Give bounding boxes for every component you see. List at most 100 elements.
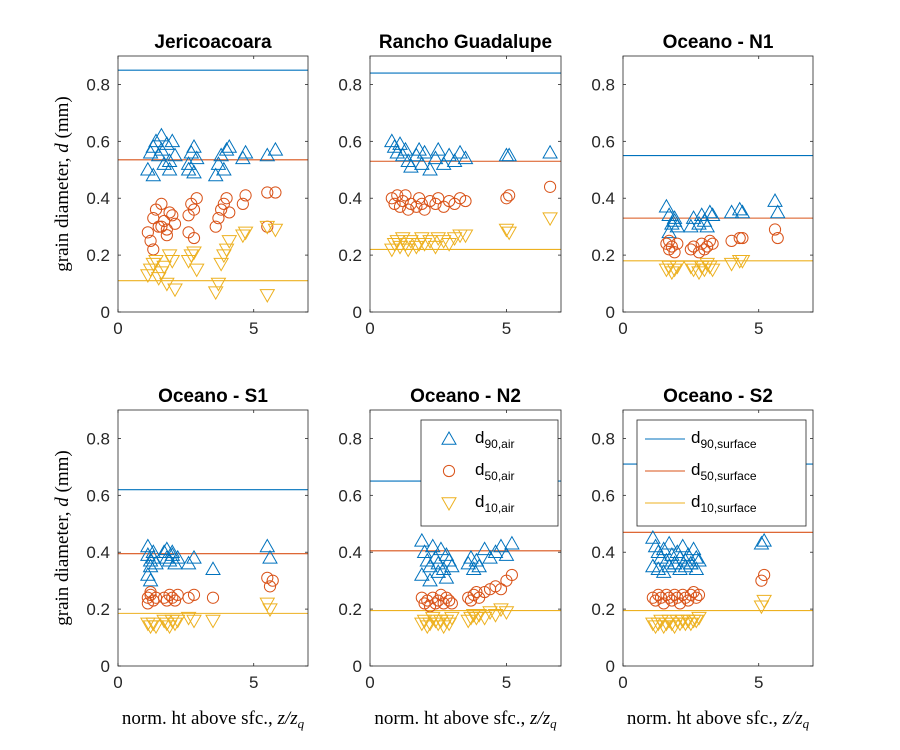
point-d50 — [187, 588, 201, 601]
point-d10 — [704, 263, 721, 278]
point-d10 — [156, 260, 173, 275]
point-d90 — [435, 156, 452, 170]
point-d10 — [400, 243, 417, 258]
point-d10 — [498, 223, 515, 238]
point-d50 — [215, 203, 228, 216]
point-d10 — [145, 617, 162, 632]
subplot-3: 0 0.2 0.4 0.6 0.8 0 5 Oceano - N1 — [591, 32, 814, 338]
legend-marker-d50 — [442, 464, 456, 478]
point-d90 — [188, 150, 205, 165]
point-d90 — [465, 561, 482, 576]
point-d90 — [186, 164, 202, 179]
point-d50 — [166, 209, 179, 222]
y-tick-label: 0.6 — [338, 132, 362, 151]
point-d50 — [503, 189, 516, 202]
point-d50 — [402, 203, 415, 216]
point-d10 — [691, 611, 707, 626]
subplot-title: Jericoacoara — [154, 32, 272, 53]
legend-label-d10: d10,air — [475, 492, 515, 515]
y-tick-label: 0.2 — [86, 246, 110, 265]
axes-box — [117, 409, 309, 667]
point-d10 — [493, 603, 509, 618]
point-d10 — [443, 611, 460, 626]
point-d90 — [186, 139, 202, 153]
legend-label-d50: d50,air — [475, 460, 515, 483]
point-d50 — [690, 591, 703, 604]
point-d10 — [441, 237, 457, 252]
point-d90 — [501, 147, 518, 162]
subplot-5: 0 0.2 0.4 0.6 0.8 0 5 Oceano - N2 norm. ht above… — [338, 386, 562, 731]
x-tick-label: 0 — [113, 319, 122, 338]
point-d50 — [464, 594, 478, 607]
point-d10 — [430, 617, 447, 632]
point-d90 — [424, 538, 441, 553]
point-d50 — [217, 197, 230, 211]
point-d10 — [430, 232, 447, 247]
point-d90 — [145, 544, 162, 558]
point-d50 — [187, 231, 201, 245]
point-d50 — [263, 580, 277, 593]
point-d50 — [144, 585, 157, 599]
point-d90 — [691, 215, 707, 230]
plot-area — [118, 69, 308, 303]
point-d90 — [145, 167, 162, 182]
point-d50 — [141, 597, 154, 610]
point-d90 — [677, 558, 694, 573]
point-d90 — [148, 555, 164, 570]
point-d50 — [684, 243, 697, 256]
point-d10 — [647, 620, 664, 635]
subplot-4: 0 0.2 0.4 0.6 0.8 0 5 Oceano - S1 grain diameter… — [52, 386, 309, 731]
point-d90 — [161, 161, 178, 176]
point-d50 — [399, 189, 412, 202]
point-d50 — [261, 186, 274, 199]
y-tick-label: 0.4 — [86, 189, 110, 208]
point-d10 — [218, 243, 235, 258]
y-axis-label: grain diameter, d (mm) — [52, 96, 73, 271]
point-d10 — [169, 614, 186, 629]
point-d90 — [139, 538, 156, 553]
point-d50 — [736, 231, 749, 245]
point-d90 — [186, 549, 202, 564]
point-d90 — [259, 538, 276, 553]
point-d90 — [666, 210, 683, 224]
point-d90 — [262, 549, 278, 564]
y-tick-label: 0 — [606, 303, 615, 322]
point-d90 — [153, 127, 170, 142]
point-d50 — [155, 220, 168, 233]
point-d90 — [504, 535, 520, 550]
point-d90 — [658, 198, 675, 213]
point-d50 — [771, 231, 784, 245]
point-d90 — [167, 147, 183, 162]
point-d90 — [446, 153, 463, 167]
plot-area — [118, 489, 308, 635]
point-d10 — [487, 609, 504, 623]
point-d90 — [205, 561, 221, 576]
y-tick-label: 0.8 — [86, 429, 110, 448]
point-d50 — [209, 220, 222, 233]
point-d10 — [650, 617, 667, 632]
point-d10 — [457, 229, 474, 244]
point-d10 — [501, 226, 518, 241]
point-d50 — [445, 597, 458, 610]
point-d90 — [422, 161, 438, 176]
x-tick-label: 5 — [502, 673, 511, 692]
point-d50 — [168, 594, 182, 607]
legend-air: d90,air d50,air d10,air — [420, 419, 559, 527]
point-d50 — [168, 217, 182, 230]
point-d90 — [452, 144, 468, 159]
subplot-title: Oceano - N2 — [410, 386, 521, 407]
point-d90 — [542, 144, 558, 159]
point-d90 — [403, 158, 419, 173]
point-d50 — [423, 600, 437, 613]
point-d90 — [688, 561, 705, 576]
y-tick-label: 0.4 — [338, 543, 362, 562]
point-d50 — [429, 597, 442, 610]
axes-box — [622, 55, 814, 313]
point-d10 — [542, 212, 558, 227]
point-d90 — [661, 535, 678, 550]
point-d50 — [396, 194, 409, 208]
y-tick-label: 0 — [101, 303, 110, 322]
point-d50 — [223, 206, 236, 219]
point-d50 — [755, 574, 768, 587]
point-d10 — [666, 263, 683, 278]
